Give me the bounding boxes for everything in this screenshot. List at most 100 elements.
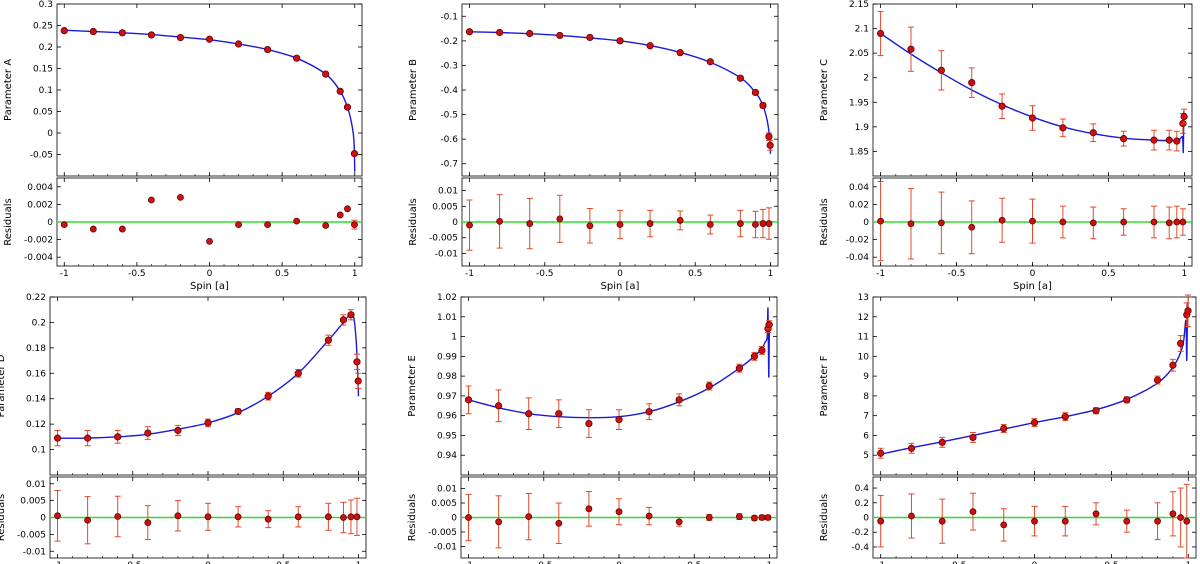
residual-point: [908, 512, 915, 520]
data-point: [676, 49, 684, 57]
residual-point: [148, 196, 155, 204]
panel-parameter-a: -1 -0.5 0 0.5 1 -0.05 0 0.05 0.1 0.15 0.2 0.25 0.3 -0…: [3, 0, 363, 292]
x-tick-label: -0.5: [535, 561, 553, 564]
x-tick-label: 1: [1182, 269, 1188, 279]
residual-axis-title: Residuals: [0, 494, 7, 541]
residual-y-tick-label: 0.02: [849, 200, 869, 210]
y-tick-label: 1.95: [849, 98, 869, 108]
residual-y-tick-label: 0.004: [27, 183, 53, 193]
residual-point: [616, 221, 624, 228]
residual-y-tick-label: -0.4: [851, 543, 869, 553]
y-tick-label: 12: [858, 313, 869, 323]
y-tick-label: 11: [858, 333, 869, 343]
residual-y-tick-label: -0.004: [24, 253, 53, 263]
x-tick-label: 0: [617, 269, 623, 279]
y-tick-label: 0.99: [437, 352, 457, 362]
data-point: [675, 396, 683, 404]
data-point: [496, 28, 504, 37]
panel-parameter-f: -1 -0.5 0 0.5 1 5 6 7 8 9 10 11 12 13 -0.4 -0.2 0 0.2 0.4 P…: [819, 293, 1197, 564]
residual-y-tick-label: 0.01: [26, 480, 46, 490]
main-plot-frame: [56, 3, 363, 177]
data-point: [294, 369, 302, 377]
residual-y-tick-label: 0.4: [855, 484, 870, 494]
y-tick-label: 1.01: [437, 313, 457, 323]
residual-point: [751, 514, 758, 522]
residual-point: [556, 215, 564, 223]
x-tick-label: 1: [356, 561, 362, 564]
x-tick-label: -1: [464, 561, 473, 564]
data-point: [53, 434, 62, 442]
residual-axis-title: Residuals: [407, 494, 418, 541]
y-tick-label: -0.6: [440, 135, 458, 145]
y-tick-label: 0.97: [437, 392, 457, 402]
residual-point: [764, 514, 772, 521]
residual-point: [765, 220, 773, 227]
residual-point: [937, 219, 945, 227]
data-point: [324, 336, 332, 344]
residual-y-tick-label: -0.005: [17, 530, 46, 540]
data-point: [205, 35, 214, 43]
x-tick-label: 0: [205, 561, 211, 564]
y-tick-label: -0.7: [440, 160, 458, 170]
residual-point: [174, 512, 182, 520]
residual-point: [585, 505, 593, 513]
residual-point: [1061, 517, 1069, 525]
data-point: [1059, 124, 1067, 132]
residual-point: [1059, 218, 1067, 226]
data-point: [616, 37, 624, 45]
y-tick-label: 0.2: [32, 318, 46, 328]
residual-y-tick-label: 0.005: [432, 202, 458, 212]
residual-point: [555, 519, 563, 527]
y-axis-title: Parameter F: [819, 355, 830, 416]
data-point: [969, 433, 977, 442]
residual-y-tick-label: 0.04: [849, 183, 869, 193]
data-point: [1150, 136, 1158, 144]
residual-point: [234, 513, 242, 521]
data-point: [354, 377, 362, 385]
residual-point: [907, 220, 915, 228]
residual-point: [998, 216, 1006, 224]
data-point: [464, 396, 473, 404]
residual-point: [706, 221, 714, 228]
y-tick-label: 13: [858, 293, 869, 303]
x-tick-label: 1: [768, 269, 774, 279]
data-point: [322, 70, 330, 78]
data-point: [350, 150, 359, 158]
residual-y-tick-label: 0.2: [855, 499, 869, 509]
y-tick-label: 0.15: [33, 65, 53, 75]
y-tick-label: 2.15: [849, 0, 869, 10]
data-point: [89, 27, 97, 36]
y-tick-label: 0.2: [39, 43, 53, 53]
x-tick-label: -0.5: [128, 269, 146, 279]
data-point: [336, 87, 344, 95]
data-point: [645, 408, 653, 416]
data-point: [766, 141, 774, 149]
residual-y-tick-label: 0: [452, 218, 458, 228]
data-point: [1165, 136, 1173, 144]
residual-point: [1177, 514, 1185, 521]
residual-point: [144, 519, 152, 526]
data-point: [353, 358, 361, 366]
residual-point: [324, 513, 332, 521]
x-tick-label: 0.5: [1101, 269, 1115, 279]
y-tick-label: 0.96: [437, 412, 457, 422]
y-tick-label: -0.05: [30, 151, 53, 161]
data-point: [765, 321, 773, 329]
x-tick-label: 0.5: [687, 561, 701, 564]
data-point: [938, 438, 946, 446]
data-point: [1123, 396, 1131, 404]
residual-point: [758, 514, 766, 521]
residual-point: [1165, 219, 1173, 227]
fit-curve: [64, 29, 356, 172]
data-point: [877, 449, 885, 457]
residual-point: [615, 508, 623, 516]
panel-parameter-d: -1 -0.5 0 0.5 1 0.1 0.12 0.14 0.16 0.18 0.2 0.22 -0.…: [0, 293, 367, 564]
residual-y-tick-label: 0: [451, 514, 457, 524]
residual-point: [1150, 218, 1158, 226]
residual-point: [525, 513, 533, 521]
y-axis-title: Parameter C: [819, 59, 830, 121]
residual-point: [645, 512, 653, 520]
residual-point: [675, 518, 683, 526]
residual-point: [586, 222, 594, 230]
residual-y-tick-label: 0: [47, 218, 53, 228]
